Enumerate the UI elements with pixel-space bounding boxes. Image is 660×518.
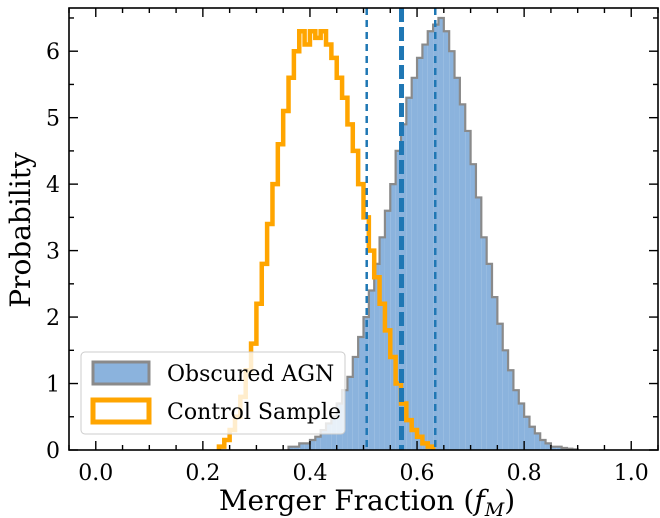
y-tick-label: 5 [46,107,60,132]
bar-obscured-agn [304,443,310,450]
tick-layer: 0.0 0.2 0.4 0.6 0.8 1.0 0 1 2 3 4 5 6 [46,8,659,486]
y-tick-label: 1 [46,373,60,398]
bar-obscured-agn [550,446,557,450]
bar-obscured-agn [481,237,487,450]
bar-obscured-agn [320,430,327,450]
bar-obscured-agn [513,390,519,450]
bar-obscured-agn [556,446,562,450]
bar-obscured-agn [486,263,493,450]
bar-obscured-agn [374,263,380,450]
bar-obscured-agn [395,150,401,450]
bar-obscured-agn [534,433,541,450]
bar-obscured-agn [454,77,460,450]
bar-obscured-agn [411,77,418,450]
bar-obscured-agn [379,237,385,450]
y-tick-label: 3 [46,240,60,265]
bar-obscured-agn [540,440,546,450]
bar-obscured-agn [299,443,305,450]
bar-obscured-agn [524,416,530,450]
y-tick-label: 0 [46,439,60,464]
bar-obscured-agn [347,376,353,450]
bar-obscured-agn [390,184,396,450]
legend-swatch-obscured-agn [91,360,151,386]
legend-label-control-sample: Control Sample [167,400,341,425]
bar-obscured-agn [309,440,316,450]
bar-obscured-agn [459,104,466,450]
bar-obscured-agn [545,443,551,450]
bar-obscured-agn [502,350,509,450]
bar-obscured-agn [293,446,300,450]
bar-obscured-agn [518,403,525,450]
series-control-sample [216,29,436,450]
bar-obscured-agn [417,57,423,451]
legend-swatch-control-sample [90,397,152,425]
bar-obscured-agn [315,436,321,450]
x-tick-label: 0.0 [78,461,113,486]
x-tick-label: 0.2 [185,461,220,486]
x-tick-label: 0.4 [292,461,327,486]
bar-obscured-agn [422,44,428,450]
bar-obscured-agn [427,31,434,451]
x-axis-label: Merger Fraction (fM) [219,484,515,518]
bar-obscured-agn [358,337,364,450]
bar-obscured-agn [326,423,332,450]
bar-obscured-agn [470,164,476,450]
legend-label-obscured-agn: Obscured AGN [167,362,334,387]
bar-obscured-agn [497,323,503,450]
bar-obscured-agn [475,197,482,450]
bar-obscured-agn [465,130,471,450]
bar-obscured-agn [368,290,375,450]
y-axis-label: Probability [4,152,37,308]
outline-control-sample [216,29,436,450]
bar-obscured-agn [529,426,535,450]
series-obscured-agn [287,16,579,451]
bar-obscured-agn [406,97,412,451]
bar-obscured-agn [438,17,444,451]
legend: Obscured AGN Control Sample [80,351,346,435]
bar-obscured-agn [449,51,455,451]
bar-obscured-agn [443,31,450,451]
bar-obscured-agn [492,297,498,450]
y-tick-label: 6 [46,40,60,65]
bar-obscured-agn [508,370,514,450]
y-tick-label: 2 [46,306,60,331]
y-tick-label: 4 [46,173,60,198]
bar-obscured-agn [288,446,294,450]
vline-layer [365,8,437,450]
bar-obscured-agn [352,356,359,450]
x-tick-label: 1.0 [614,461,649,486]
x-tick-label: 0.8 [507,461,542,486]
series-layer [216,16,579,451]
x-tick-label: 0.6 [400,461,435,486]
